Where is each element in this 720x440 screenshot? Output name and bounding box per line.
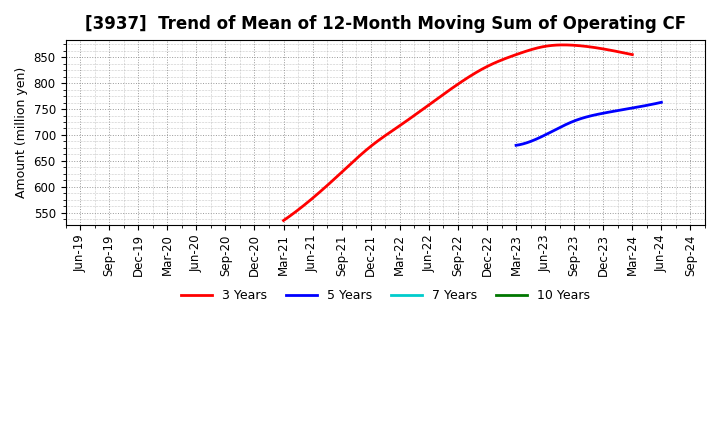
Legend: 3 Years, 5 Years, 7 Years, 10 Years: 3 Years, 5 Years, 7 Years, 10 Years <box>176 284 595 307</box>
Y-axis label: Amount (million yen): Amount (million yen) <box>15 67 28 198</box>
Title: [3937]  Trend of Mean of 12-Month Moving Sum of Operating CF: [3937] Trend of Mean of 12-Month Moving … <box>85 15 686 33</box>
